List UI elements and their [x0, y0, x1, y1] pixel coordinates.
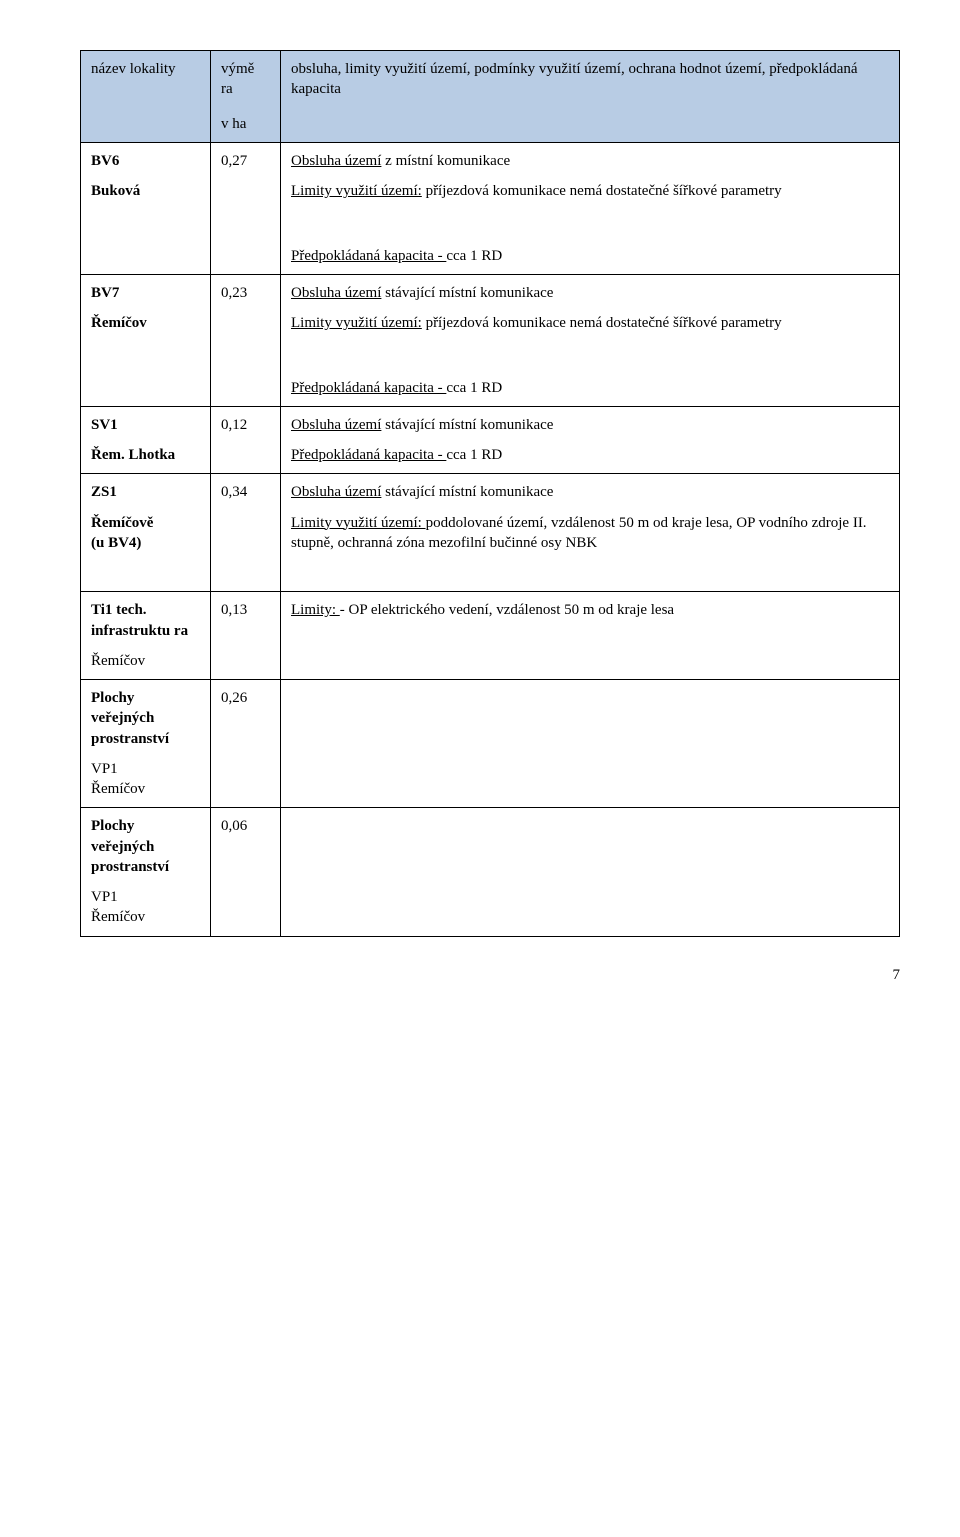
cell-name: Ti1 tech. infrastruktu ra Řemíčov: [81, 592, 211, 680]
code: SV1: [91, 417, 118, 433]
table-row: BV7 Řemíčov 0,23 Obsluha území stávající…: [81, 274, 900, 406]
cell-desc: Obsluha území stávající místní komunikac…: [281, 274, 900, 406]
cell-area: 0,12: [211, 406, 281, 474]
obsluha-text: z místní komunikace: [381, 153, 510, 169]
table-row: ZS1 Řemíčově (u BV4) 0,34 Obsluha území …: [81, 474, 900, 592]
table-row: BV6 Buková 0,27 Obsluha území z místní k…: [81, 142, 900, 274]
place: Řemíčov: [91, 315, 147, 331]
cell-area: 0,23: [211, 274, 281, 406]
header-col1: název lokality: [81, 51, 211, 143]
code: BV6: [91, 153, 119, 169]
kapacita-text: cca 1 RD: [446, 248, 502, 264]
cell-name: SV1 Řem. Lhotka: [81, 406, 211, 474]
limity-text: příjezdová komunikace nemá dostatečné ší…: [422, 315, 782, 331]
limity-text: - OP elektrického vedení, vzdálenost 50 …: [340, 602, 674, 618]
cell-name: Plochy veřejných prostranství VP1 Řemíčo…: [81, 680, 211, 808]
place-l2: (u BV4): [91, 535, 141, 551]
obsluha-label: Obsluha území: [291, 484, 381, 500]
header-col2-l1: výmě: [221, 61, 254, 77]
limity-label: Limity využití území:: [291, 183, 422, 199]
header-col2: výmě ra v ha: [211, 51, 281, 143]
obsluha-label: Obsluha území: [291, 285, 381, 301]
limity-label: Limity využití území:: [291, 315, 422, 331]
page-number: 7: [80, 967, 900, 984]
kapacita-label: Předpokládaná kapacita -: [291, 447, 446, 463]
kapacita-text: cca 1 RD: [446, 447, 502, 463]
code: ZS1: [91, 484, 117, 500]
kapacita-label: Předpokládaná kapacita -: [291, 380, 446, 396]
area-value: 0,12: [221, 417, 247, 433]
header-col3-text: obsluha, limity využití území, podmínky …: [291, 61, 858, 97]
limity-text: příjezdová komunikace nemá dostatečné ší…: [422, 183, 782, 199]
cell-desc: Obsluha území stávající místní komunikac…: [281, 406, 900, 474]
kapacita-label: Předpokládaná kapacita -: [291, 248, 446, 264]
cell-name: Plochy veřejných prostranství VP1 Řemíčo…: [81, 808, 211, 936]
code: Ti1 tech. infrastruktu ra: [91, 602, 188, 638]
cell-area: 0,34: [211, 474, 281, 592]
area-value: 0,26: [221, 690, 247, 706]
cell-area: 0,27: [211, 142, 281, 274]
cell-desc: [281, 680, 900, 808]
header-col2-l3: v ha: [221, 116, 246, 132]
code: BV7: [91, 285, 119, 301]
area-value: 0,34: [221, 484, 247, 500]
area-value: 0,06: [221, 818, 247, 834]
cell-name: ZS1 Řemíčově (u BV4): [81, 474, 211, 592]
place-l1: VP1: [91, 889, 118, 905]
obsluha-label: Obsluha území: [291, 417, 381, 433]
header-col2-l2: ra: [221, 81, 233, 97]
place: Řem. Lhotka: [91, 447, 175, 463]
place: Buková: [91, 183, 140, 199]
place-l2: Řemíčov: [91, 909, 145, 925]
table-row: Plochy veřejných prostranství VP1 Řemíčo…: [81, 680, 900, 808]
limity-label: Limity:: [291, 602, 340, 618]
table-row: Plochy veřejných prostranství VP1 Řemíčo…: [81, 808, 900, 936]
cell-desc: Obsluha území z místní komunikace Limity…: [281, 142, 900, 274]
table-header-row: název lokality výmě ra v ha obsluha, lim…: [81, 51, 900, 143]
cell-area: 0,06: [211, 808, 281, 936]
place-l1: VP1: [91, 761, 118, 777]
locality-table: název lokality výmě ra v ha obsluha, lim…: [80, 50, 900, 937]
table-row: SV1 Řem. Lhotka 0,12 Obsluha území stáva…: [81, 406, 900, 474]
cell-area: 0,26: [211, 680, 281, 808]
cell-desc: Limity: - OP elektrického vedení, vzdále…: [281, 592, 900, 680]
area-value: 0,23: [221, 285, 247, 301]
area-value: 0,27: [221, 153, 247, 169]
obsluha-text: stávající místní komunikace: [381, 484, 553, 500]
cell-desc: Obsluha území stávající místní komunikac…: [281, 474, 900, 592]
place-l1: Řemíčově: [91, 515, 153, 531]
cell-desc: [281, 808, 900, 936]
obsluha-text: stávající místní komunikace: [381, 285, 553, 301]
table-row: Ti1 tech. infrastruktu ra Řemíčov 0,13 L…: [81, 592, 900, 680]
limity-label: Limity využití území:: [291, 515, 426, 531]
area-value: 0,13: [221, 602, 247, 618]
code: Plochy veřejných prostranství: [91, 818, 169, 875]
header-col3: obsluha, limity využití území, podmínky …: [281, 51, 900, 143]
obsluha-label: Obsluha území: [291, 153, 381, 169]
kapacita-text: cca 1 RD: [446, 380, 502, 396]
header-col1-text: název lokality: [91, 61, 176, 77]
cell-area: 0,13: [211, 592, 281, 680]
code: Plochy veřejných prostranství: [91, 690, 169, 747]
cell-name: BV6 Buková: [81, 142, 211, 274]
obsluha-text: stávající místní komunikace: [381, 417, 553, 433]
place: Řemíčov: [91, 653, 145, 669]
place-l2: Řemíčov: [91, 781, 145, 797]
cell-name: BV7 Řemíčov: [81, 274, 211, 406]
